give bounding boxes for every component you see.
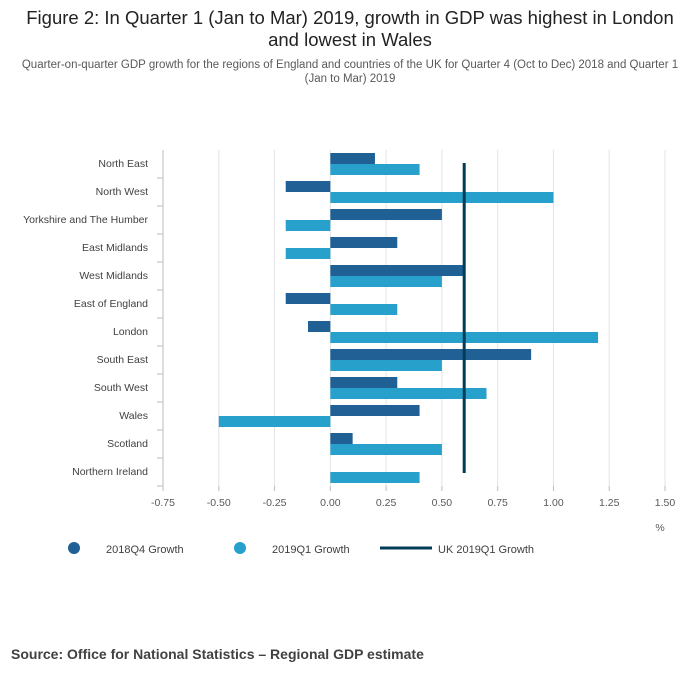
legend-label-uk-growth: UK 2019Q1 Growth xyxy=(438,544,534,556)
category-label: London xyxy=(113,326,148,338)
category-label: Yorkshire and The Humber xyxy=(23,214,148,226)
gdp-growth-chart: -0.75 -0.50 -0.25 0.00 0.25 0.50 0.75 1.00 1.25 1… xyxy=(23,150,675,556)
legend: 2018Q4 Growth 2019Q1 Growth UK 2019Q1 Grow… xyxy=(68,542,534,556)
bar-q4-2018 xyxy=(330,153,375,164)
bars xyxy=(218,153,599,483)
bar-q1-2019 xyxy=(330,388,487,399)
bar-q1-2019 xyxy=(330,360,442,371)
bar-q1-2019 xyxy=(330,304,398,315)
x-tick-label: -0.75 xyxy=(151,497,175,509)
axes: -0.75 -0.50 -0.25 0.00 0.25 0.50 0.75 1.00 1.25 1… xyxy=(23,150,675,534)
bar-q4-2018 xyxy=(285,181,331,192)
category-label: South East xyxy=(97,354,148,366)
legend-label-q4-2018: 2018Q4 Growth xyxy=(106,544,184,556)
x-tick-label: -0.25 xyxy=(263,497,287,509)
bar-q1-2019 xyxy=(218,416,331,427)
bar-q1-2019 xyxy=(330,444,442,455)
bar-q1-2019 xyxy=(330,192,554,203)
bar-q4-2018 xyxy=(330,265,465,276)
chart-title: Figure 2: In Quarter 1 (Jan to Mar) 2019… xyxy=(26,7,674,50)
legend-marker-q4-2018 xyxy=(68,542,80,554)
bar-q4-2018 xyxy=(330,237,398,248)
category-label: East of England xyxy=(74,298,148,310)
x-tick-label: 1.00 xyxy=(543,497,564,509)
bar-q4-2018 xyxy=(330,209,442,220)
bar-q4-2018 xyxy=(285,293,331,304)
source-note: Source: Office for National Statistics –… xyxy=(11,646,424,662)
legend-label-q1-2019: 2019Q1 Growth xyxy=(272,544,350,556)
x-tick-label: 0.00 xyxy=(320,497,341,509)
bar-q1-2019 xyxy=(330,276,442,287)
bar-q4-2018 xyxy=(330,433,353,444)
chart-subtitle: Quarter-on-quarter GDP growth for the re… xyxy=(21,59,679,85)
legend-marker-q1-2019 xyxy=(234,542,246,554)
x-tick-label: -0.50 xyxy=(207,497,231,509)
category-label: South West xyxy=(94,382,148,394)
category-label: Wales xyxy=(119,410,148,422)
category-label: North East xyxy=(98,158,148,170)
x-axis-label: % xyxy=(655,522,664,534)
category-label: Scotland xyxy=(107,438,148,450)
x-tick-label: 1.50 xyxy=(655,497,676,509)
x-tick-label: 1.25 xyxy=(599,497,620,509)
bar-q4-2018 xyxy=(308,321,331,332)
bar-q4-2018 xyxy=(330,377,398,388)
category-label: West Midlands xyxy=(79,270,148,282)
bar-q1-2019 xyxy=(285,248,331,259)
bar-q1-2019 xyxy=(330,164,420,175)
bar-q4-2018 xyxy=(330,349,532,360)
x-tick-label: 0.75 xyxy=(487,497,508,509)
x-tick-label: 0.25 xyxy=(376,497,397,509)
bar-q4-2018 xyxy=(330,405,420,416)
x-tick-label: 0.50 xyxy=(432,497,453,509)
bar-q1-2019 xyxy=(330,472,420,483)
category-label: East Midlands xyxy=(82,242,148,254)
bar-q1-2019 xyxy=(285,220,331,231)
grid-lines xyxy=(162,150,666,486)
category-label: Northern Ireland xyxy=(72,466,148,478)
category-label: North West xyxy=(96,186,148,198)
